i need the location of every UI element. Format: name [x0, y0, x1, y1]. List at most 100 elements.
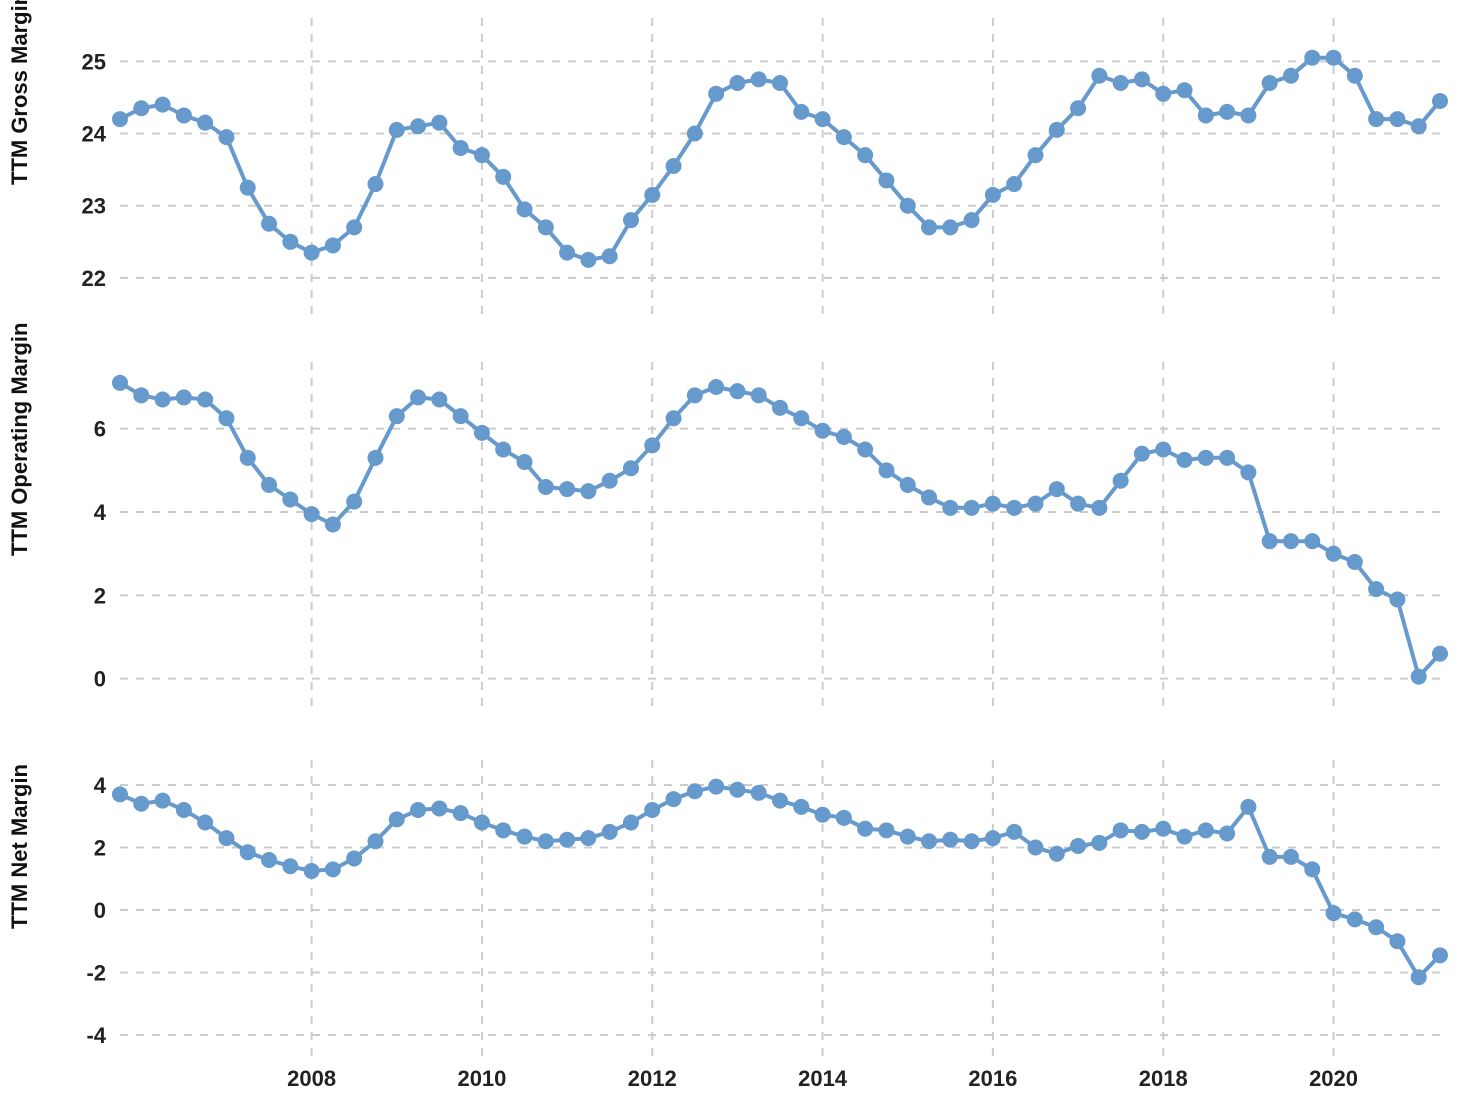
series-marker-operating — [431, 392, 447, 408]
series-marker-operating — [282, 492, 298, 508]
series-marker-gross — [155, 97, 171, 113]
series-marker-gross — [176, 107, 192, 123]
series-marker-operating — [240, 450, 256, 466]
y-tick-label: 24 — [82, 122, 107, 147]
series-marker-gross — [1283, 68, 1299, 84]
series-marker-operating — [155, 392, 171, 408]
series-marker-gross — [538, 219, 554, 235]
series-marker-gross — [964, 212, 980, 228]
series-marker-operating — [644, 437, 660, 453]
y-tick-label: -4 — [86, 1023, 106, 1048]
series-marker-operating — [1134, 446, 1150, 462]
series-marker-operating — [1304, 533, 1320, 549]
series-marker-operating — [857, 442, 873, 458]
series-marker-operating — [389, 408, 405, 424]
series-marker-operating — [666, 410, 682, 426]
series-marker-operating — [1262, 533, 1278, 549]
series-marker-operating — [942, 500, 958, 516]
series-marker-operating — [1027, 496, 1043, 512]
series-marker-net — [1155, 821, 1171, 837]
series-marker-net — [836, 810, 852, 826]
y-tick-label: 4 — [94, 773, 107, 798]
series-marker-gross — [431, 115, 447, 131]
series-marker-net — [1389, 933, 1405, 949]
series-marker-operating — [708, 379, 724, 395]
series-marker-net — [687, 783, 703, 799]
series-marker-operating — [1368, 581, 1384, 597]
series-marker-net — [559, 832, 575, 848]
x-tick-label: 2020 — [1309, 1066, 1358, 1091]
series-marker-net — [240, 844, 256, 860]
series-marker-gross — [836, 129, 852, 145]
series-marker-operating — [1155, 442, 1171, 458]
series-marker-net — [1027, 840, 1043, 856]
series-marker-gross — [304, 245, 320, 261]
x-tick-label: 2010 — [457, 1066, 506, 1091]
series-marker-gross — [495, 169, 511, 185]
series-marker-gross — [1177, 82, 1193, 98]
series-marker-net — [878, 822, 894, 838]
series-marker-gross — [1070, 100, 1086, 116]
y-tick-label: 22 — [82, 266, 106, 291]
y-tick-label: 2 — [94, 836, 106, 861]
series-marker-net — [1177, 829, 1193, 845]
series-marker-gross — [666, 158, 682, 174]
series-marker-operating — [367, 450, 383, 466]
series-marker-net — [1262, 849, 1278, 865]
series-marker-operating — [538, 479, 554, 495]
series-marker-net — [985, 830, 1001, 846]
series-marker-gross — [1219, 104, 1235, 120]
y-axis-label-net: TTM Net Margin — [7, 889, 33, 929]
series-marker-operating — [261, 477, 277, 493]
x-tick-label: 2008 — [287, 1066, 336, 1091]
series-marker-net — [623, 815, 639, 831]
series-marker-operating — [495, 442, 511, 458]
series-marker-net — [1113, 822, 1129, 838]
series-marker-net — [815, 807, 831, 823]
series-marker-net — [538, 833, 554, 849]
series-marker-net — [964, 833, 980, 849]
y-tick-label: 0 — [94, 667, 106, 692]
series-marker-gross — [751, 71, 767, 87]
series-marker-net — [1219, 825, 1235, 841]
series-marker-operating — [176, 389, 192, 405]
series-marker-gross — [1411, 118, 1427, 134]
series-marker-net — [942, 832, 958, 848]
series-marker-gross — [580, 252, 596, 268]
margin-charts: 2008201020122014201620182020222324250246… — [0, 0, 1464, 1104]
series-marker-gross — [921, 219, 937, 235]
series-marker-gross — [1262, 75, 1278, 91]
y-axis-label-operating: TTM Operating Margin — [7, 516, 33, 556]
series-marker-operating — [772, 400, 788, 416]
series-marker-operating — [112, 375, 128, 391]
series-marker-gross — [772, 75, 788, 91]
series-marker-gross — [1368, 111, 1384, 127]
series-marker-operating — [729, 383, 745, 399]
series-marker-net — [304, 863, 320, 879]
series-marker-gross — [857, 147, 873, 163]
series-marker-gross — [389, 122, 405, 138]
series-marker-net — [729, 782, 745, 798]
series-marker-net — [1368, 919, 1384, 935]
series-marker-gross — [1347, 68, 1363, 84]
series-marker-net — [282, 858, 298, 874]
series-marker-operating — [793, 410, 809, 426]
y-tick-label: 2 — [94, 583, 106, 608]
series-marker-net — [261, 852, 277, 868]
series-marker-net — [1240, 799, 1256, 815]
series-marker-net — [580, 830, 596, 846]
series-marker-net — [389, 811, 405, 827]
series-marker-operating — [1006, 500, 1022, 516]
series-marker-net — [176, 802, 192, 818]
series-marker-operating — [1283, 533, 1299, 549]
series-marker-net — [772, 793, 788, 809]
y-tick-label: 0 — [94, 898, 106, 923]
series-marker-net — [1134, 824, 1150, 840]
series-marker-operating — [325, 517, 341, 533]
series-marker-gross — [1326, 50, 1342, 66]
series-marker-gross — [261, 216, 277, 232]
series-marker-gross — [793, 104, 809, 120]
series-marker-gross — [1304, 50, 1320, 66]
series-marker-operating — [1432, 646, 1448, 662]
series-line-operating — [120, 383, 1440, 677]
